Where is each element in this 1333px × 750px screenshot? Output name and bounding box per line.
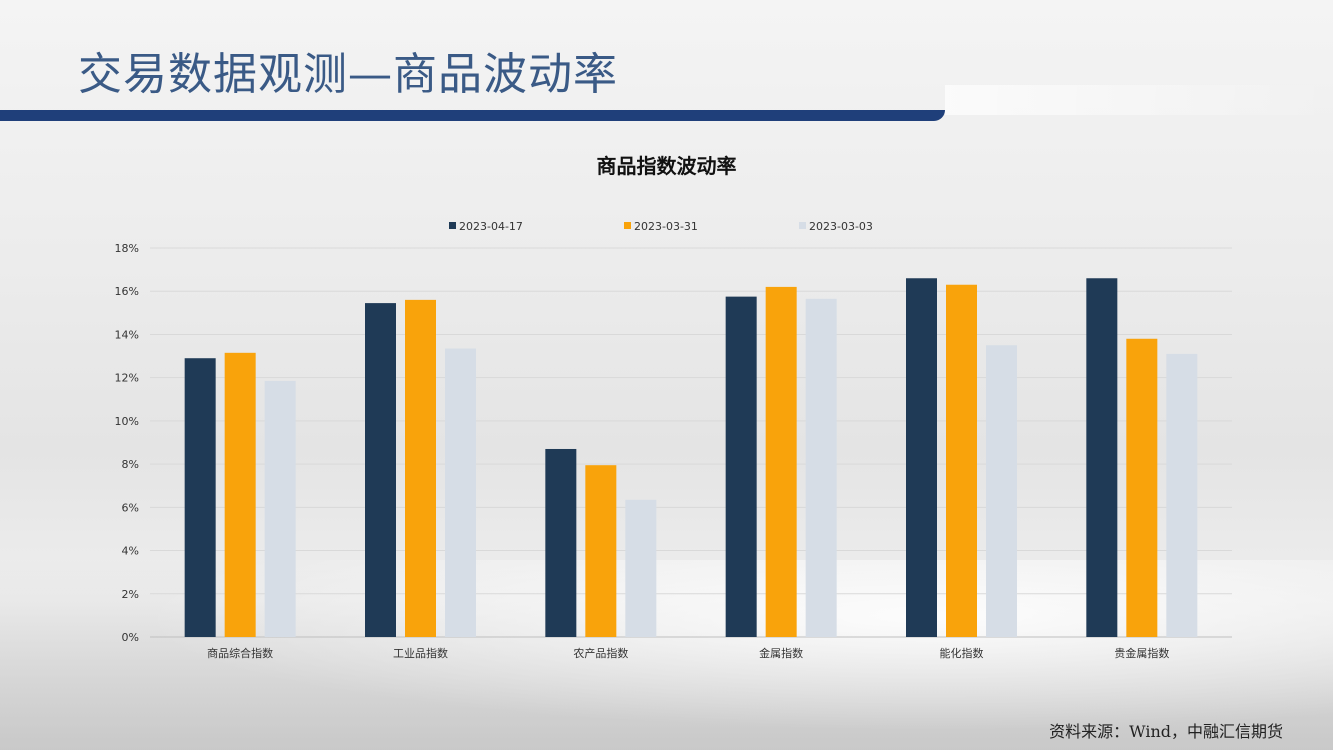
bar [725,296,757,637]
x-tick-label: 贵金属指数 [1114,646,1169,660]
y-tick-label: 10% [115,415,139,428]
y-tick-label: 12% [115,372,139,385]
bar [986,345,1017,637]
legend-label: 2023-03-03 [809,220,873,233]
legend-swatch [624,222,631,229]
y-tick-label: 0% [122,631,139,644]
y-tick-label: 2% [122,588,139,601]
bar [545,448,577,637]
y-tick-label: 6% [122,501,139,514]
title-bar [0,110,945,121]
bar [946,284,977,637]
y-tick-label: 16% [115,285,139,298]
x-tick-label: 商品综合指数 [207,646,273,660]
bar [625,499,657,637]
y-tick-label: 18% [115,242,139,255]
slide-title: 交易数据观测—商品波动率 [78,49,618,100]
x-tick-label: 农产品指数 [573,646,628,660]
bar [805,298,837,637]
y-tick-label: 4% [122,545,139,558]
bar [405,299,436,637]
y-tick-label: 14% [115,328,139,341]
bar [585,465,617,637]
x-tick-label: 工业品指数 [393,646,448,660]
legend-label: 2023-04-17 [459,220,523,233]
legend-label: 2023-03-31 [634,220,698,233]
bar [765,286,797,637]
bar [264,380,296,637]
bar [1086,278,1118,637]
bar [906,278,937,637]
data-source-note: 资料来源：Wind，中融汇信期货 [1049,722,1283,741]
chart-title: 商品指数波动率 [596,154,737,178]
legend-swatch [799,222,806,229]
bar [224,352,256,637]
bar [184,358,216,637]
bar [1166,353,1198,637]
x-tick-label: 能化指数 [940,646,984,660]
bar [365,303,396,637]
legend-swatch [449,222,456,229]
y-tick-label: 8% [122,458,139,471]
x-tick-label: 金属指数 [759,646,803,660]
title-bar-fade [945,85,1333,115]
bar [1126,338,1158,637]
bar [445,348,476,637]
